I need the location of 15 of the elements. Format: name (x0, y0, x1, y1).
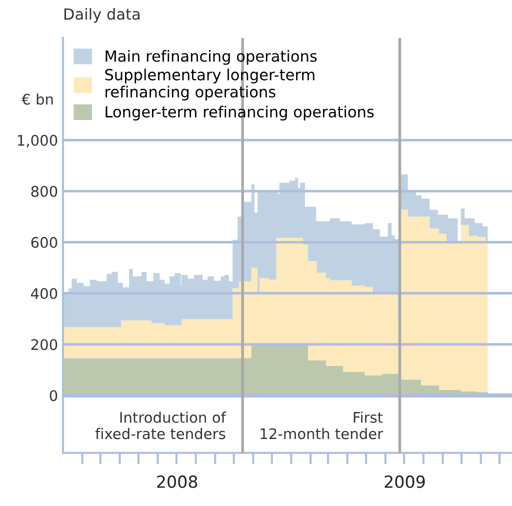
y-axis-title: € bn (22, 93, 53, 105)
y-tick-label: 0 (50, 390, 58, 402)
ref-line-label: Introduction of fixed-rate tenders (95, 412, 226, 440)
legend-label: Longer-term refinancing operations (106, 106, 374, 121)
y-tick-label: 400 (30, 288, 58, 300)
x-tick-label: 2008 (157, 475, 198, 488)
ref-line-label: First 12-month tender (260, 412, 384, 440)
legend-label: Main refinancing operations (106, 50, 317, 65)
x-tick-label: 2009 (384, 475, 425, 488)
y-tick-label: 600 (31, 236, 58, 248)
y-tick-label: 1,000 (18, 134, 58, 148)
y-tick-label: 200 (31, 339, 58, 350)
chart-title: Daily data (64, 8, 140, 23)
y-tick-label: 800 (31, 186, 58, 197)
legend-label: Supplementary longer-term refinancing operations (105, 68, 314, 101)
